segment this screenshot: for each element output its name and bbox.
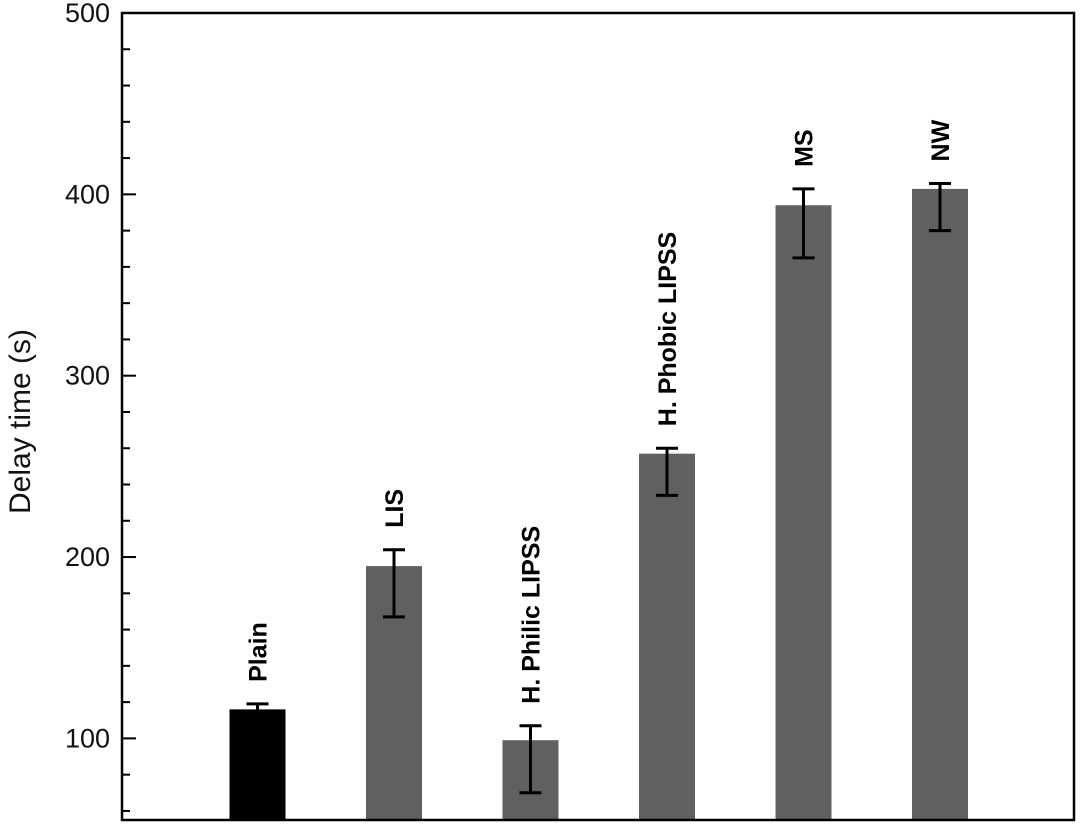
y-axis: 100 200 300 400 500 bbox=[65, 0, 136, 812]
bar-category-label: Plain bbox=[245, 622, 273, 682]
bar-category-label: LIS bbox=[381, 489, 409, 528]
bar bbox=[639, 453, 695, 820]
bar bbox=[912, 188, 968, 821]
bars-group bbox=[229, 188, 968, 821]
bar-labels-group: Plain LIS H. Philic LIPSS H. Phobic LIPSS MS… bbox=[245, 119, 956, 703]
bar bbox=[775, 205, 832, 820]
bar-category-label: MS bbox=[791, 129, 819, 167]
bar-category-label: NW bbox=[927, 119, 955, 161]
y-tick-label: 400 bbox=[65, 179, 110, 209]
plot-frame bbox=[120, 11, 1076, 822]
bar bbox=[229, 709, 286, 820]
y-axis-label: Delay time (s) bbox=[4, 329, 37, 514]
y-tick-label: 500 bbox=[65, 0, 110, 28]
y-tick-label: 200 bbox=[65, 542, 110, 572]
y-tick-label: 100 bbox=[65, 723, 110, 753]
bar-category-label: H. Philic LIPSS bbox=[518, 526, 546, 704]
y-tick-label: 300 bbox=[65, 361, 110, 391]
error-bars-group bbox=[246, 181, 951, 795]
bar-category-label: H. Phobic LIPSS bbox=[654, 232, 682, 426]
